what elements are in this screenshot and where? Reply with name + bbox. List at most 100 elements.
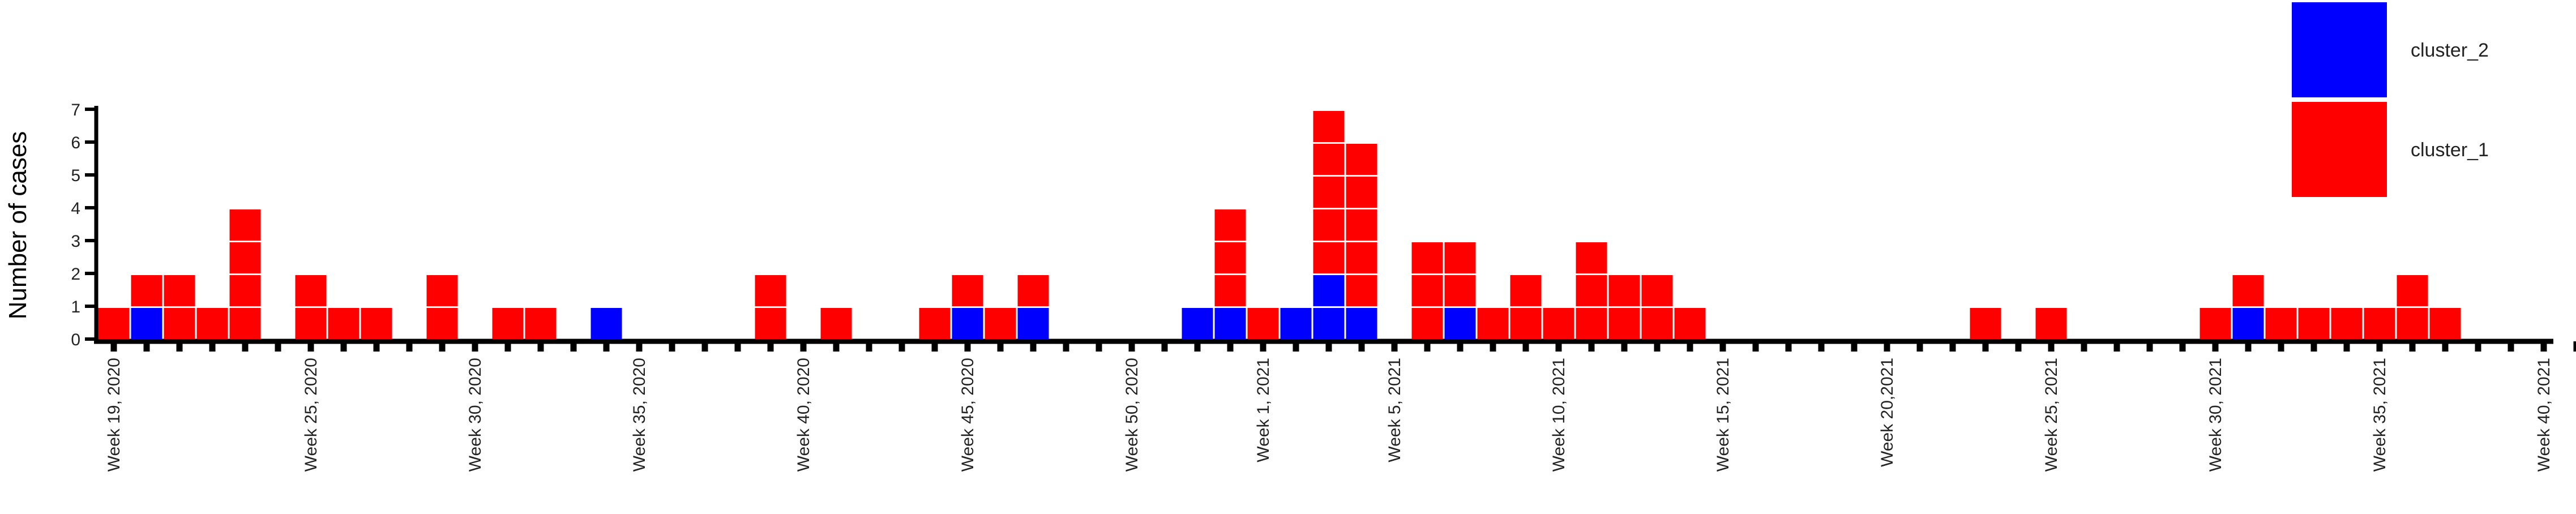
bar-cell-cluster-1: [525, 308, 557, 339]
bar-cell-cluster-1: [426, 308, 458, 339]
bar-cell-cluster-2: [1444, 308, 1476, 339]
bar-cell-cluster-1: [2397, 308, 2428, 339]
bar-cell-cluster-1: [295, 308, 327, 339]
y-tick-label: 5: [71, 166, 80, 185]
bar-cell-cluster-1: [2397, 275, 2428, 306]
bar-cell-cluster-1: [2200, 308, 2231, 339]
bar-cell-cluster-1: [1444, 275, 1476, 306]
x-tick-label: Week 35, 2020: [630, 358, 649, 472]
bar-cell-cluster-1: [1576, 242, 1607, 273]
bar-cell-cluster-1: [1576, 275, 1607, 306]
legend-label: cluster_1: [2411, 139, 2489, 161]
x-tick-label: Week 19, 2020: [105, 358, 123, 472]
y-tick-label: 1: [71, 298, 80, 316]
legend-swatch: [2292, 2, 2387, 97]
bar-cell-cluster-1: [1346, 275, 1377, 306]
x-tick-label: Week 25, 2021: [2042, 358, 2061, 472]
bar-cell-cluster-1: [98, 308, 130, 339]
bar-cell-cluster-1: [1313, 144, 1345, 175]
bar-cell-cluster-1: [1444, 242, 1476, 273]
bar-cell-cluster-2: [1214, 308, 1246, 339]
bar-cell-cluster-1: [164, 275, 195, 306]
bar-cell-cluster-1: [1214, 242, 1246, 273]
bar-cell-cluster-1: [2429, 308, 2461, 339]
x-tick-label: Week 30, 2020: [466, 358, 485, 472]
bar-cell-cluster-1: [328, 308, 360, 339]
bar-cell-cluster-1: [2265, 308, 2297, 339]
legend-label: cluster_2: [2411, 40, 2489, 61]
bar-cell-cluster-1: [755, 275, 786, 306]
x-tick-label: Week 15, 2021: [1714, 358, 1732, 472]
bar-cell-cluster-1: [295, 275, 327, 306]
bar-cell-cluster-1: [1411, 242, 1443, 273]
bar-cell-cluster-2: [1346, 308, 1377, 339]
bar-cell-cluster-1: [1214, 275, 1246, 306]
bar-cell-cluster-1: [1477, 308, 1509, 339]
bar-cell-cluster-1: [1411, 308, 1443, 339]
bar-cell-cluster-1: [229, 242, 261, 273]
bar-cell-cluster-1: [1346, 177, 1377, 208]
x-tick-labels: Week 19, 2020 Week 25, 2020 Week 30, 2020 W…: [105, 358, 2553, 472]
bar-cell-cluster-2: [590, 308, 622, 339]
bar-cell-cluster-1: [1313, 177, 1345, 208]
bar-cell-cluster-1: [1214, 209, 1246, 241]
bar-cell-cluster-1: [1970, 308, 2001, 339]
x-tick-label: Week 30, 2021: [2206, 358, 2225, 472]
bar-cell-cluster-1: [492, 308, 524, 339]
bar-cell-cluster-2: [1313, 308, 1345, 339]
bar-cell-cluster-1: [820, 308, 852, 339]
bars-layer: [98, 111, 2461, 339]
bar-cell-cluster-2: [2232, 308, 2264, 339]
bar-cell-cluster-1: [985, 308, 1016, 339]
y-axis-title: Number of cases: [4, 131, 32, 320]
bar-cell-cluster-1: [229, 308, 261, 339]
bar-cell-cluster-1: [2298, 308, 2330, 339]
x-tick-label: Week 25, 2020: [302, 358, 320, 472]
y-tick-label: 6: [71, 134, 80, 152]
x-tick-label: Week 5, 2021: [1385, 358, 1404, 462]
bar-cell-cluster-1: [2364, 308, 2395, 339]
bar-cell-cluster-1: [1674, 308, 1706, 339]
y-tick-label: 2: [71, 265, 80, 284]
bar-cell-cluster-1: [1576, 308, 1607, 339]
bar-cell-cluster-1: [196, 308, 228, 339]
legend: cluster_2 cluster_1: [2292, 2, 2489, 197]
x-tick-label: Week 45, 2020: [958, 358, 977, 472]
bar-cell-cluster-1: [952, 275, 983, 306]
bar-cell-cluster-1: [1346, 242, 1377, 273]
bar-cell-cluster-1: [1346, 144, 1377, 175]
bar-cell-cluster-2: [1280, 308, 1312, 339]
bar-cell-cluster-1: [1510, 275, 1542, 306]
bar-cell-cluster-1: [919, 308, 951, 339]
bar-cell-cluster-1: [1313, 242, 1345, 273]
bar-cell-cluster-1: [164, 308, 195, 339]
y-tick-label: 0: [71, 331, 80, 349]
y-tick-label: 7: [71, 101, 80, 119]
bar-cell-cluster-1: [1346, 209, 1377, 241]
legend-swatch: [2292, 102, 2387, 197]
bar-cell-cluster-1: [1313, 111, 1345, 142]
x-tick-label: Week 1, 2021: [1254, 358, 1273, 462]
bar-cell-cluster-2: [131, 308, 162, 339]
bar-cell-cluster-1: [1608, 308, 1640, 339]
x-tick-label: Week 35, 2021: [2370, 358, 2389, 472]
x-tick-label: Week 10, 2021: [1550, 358, 1568, 472]
bar-cell-cluster-1: [2035, 308, 2067, 339]
bar-cell-cluster-1: [229, 209, 261, 241]
bar-cell-cluster-2: [1182, 308, 1213, 339]
bar-cell-cluster-1: [1510, 308, 1542, 339]
bar-cell-cluster-2: [952, 308, 983, 339]
bar-cell-cluster-1: [131, 275, 162, 306]
bar-cell-cluster-1: [755, 308, 786, 339]
bar-cell-cluster-1: [1017, 275, 1049, 306]
bar-cell-cluster-2: [1017, 308, 1049, 339]
bar-cell-cluster-1: [1247, 308, 1279, 339]
bar-cell-cluster-1: [1608, 275, 1640, 306]
x-tick-label: Week 40, 2020: [794, 358, 813, 472]
bar-cell-cluster-1: [361, 308, 392, 339]
axes: 0 1 2 3 4 5 6 7: [71, 101, 2576, 352]
bar-cell-cluster-1: [229, 275, 261, 306]
bar-cell-cluster-1: [1313, 209, 1345, 241]
y-tick-label: 3: [71, 232, 80, 251]
